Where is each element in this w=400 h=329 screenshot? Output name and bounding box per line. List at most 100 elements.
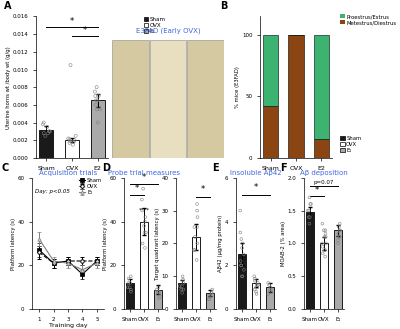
Point	[323, 241, 329, 246]
Point	[252, 287, 258, 292]
Point	[255, 280, 261, 286]
Point	[238, 263, 244, 268]
Point	[179, 274, 186, 279]
Point	[95, 93, 102, 99]
Title: Aβ deposition: Aβ deposition	[300, 170, 348, 176]
Point	[241, 267, 247, 272]
Bar	[263, 35, 278, 106]
Bar	[206, 293, 214, 309]
Point	[40, 120, 47, 125]
Point	[192, 247, 198, 253]
Title: Acquisition trials: Acquisition trials	[39, 170, 97, 176]
Point	[180, 277, 186, 282]
Bar	[91, 100, 105, 158]
Point	[46, 129, 52, 134]
Point	[179, 284, 185, 289]
Text: *: *	[135, 184, 139, 193]
Point	[254, 285, 260, 290]
Bar	[140, 221, 148, 309]
Point	[238, 258, 244, 264]
Point	[176, 284, 183, 289]
Point	[308, 201, 314, 207]
Point	[93, 98, 99, 103]
Bar	[288, 35, 304, 158]
Point	[194, 241, 200, 246]
Point	[156, 296, 162, 301]
Text: *: *	[254, 183, 258, 192]
Text: p=0.07: p=0.07	[314, 180, 334, 185]
Point	[208, 290, 215, 295]
Point	[44, 124, 50, 130]
Point	[267, 285, 274, 290]
Point	[40, 122, 46, 127]
Text: B: B	[220, 1, 228, 12]
Point	[140, 186, 146, 191]
Point	[127, 280, 134, 286]
Point	[266, 289, 273, 294]
Y-axis label: Platform latency (s): Platform latency (s)	[11, 217, 16, 269]
Text: E3FAD (Early OVX): E3FAD (Early OVX)	[136, 28, 200, 34]
Legend: Sham, OVX, E₂: Sham, OVX, E₂	[78, 178, 103, 195]
Point	[255, 283, 261, 288]
Point	[336, 234, 342, 240]
Point	[156, 289, 162, 294]
Point	[157, 293, 163, 299]
Point	[253, 289, 259, 294]
Point	[70, 142, 76, 147]
Point	[337, 228, 344, 233]
Y-axis label: Aβ42 (μg/mg protein): Aβ42 (μg/mg protein)	[218, 215, 224, 272]
FancyBboxPatch shape	[112, 40, 149, 159]
Point	[238, 263, 244, 268]
Text: ****: ****	[138, 208, 150, 213]
Point	[65, 136, 72, 141]
Point	[67, 63, 74, 68]
Point	[335, 241, 341, 246]
Point	[238, 237, 244, 242]
Bar	[252, 283, 260, 309]
Point	[125, 276, 132, 281]
Point	[92, 93, 98, 99]
Point	[269, 287, 275, 292]
Text: *: *	[83, 26, 87, 35]
Point	[237, 230, 244, 235]
Point	[322, 228, 328, 233]
Point	[178, 287, 184, 292]
Bar	[178, 283, 186, 309]
Point	[336, 221, 343, 226]
Text: C: C	[2, 163, 9, 173]
Bar	[266, 287, 274, 309]
Point	[191, 247, 197, 253]
Point	[208, 290, 215, 295]
Point	[179, 290, 185, 295]
Legend: Sham, OVX, E₂: Sham, OVX, E₂	[143, 16, 166, 34]
Point	[42, 133, 48, 139]
Point	[251, 274, 258, 279]
Point	[237, 208, 243, 213]
Point	[239, 274, 245, 279]
Point	[155, 285, 162, 290]
Y-axis label: Uterine horns wt /body wt (g/g): Uterine horns wt /body wt (g/g)	[6, 46, 11, 129]
Point	[322, 247, 328, 253]
Point	[194, 257, 200, 263]
Point	[336, 228, 342, 233]
Point	[265, 291, 272, 296]
Point	[47, 129, 53, 134]
Point	[142, 215, 148, 220]
Point	[253, 291, 260, 296]
Point	[319, 221, 326, 226]
Point	[126, 285, 133, 290]
Point	[66, 137, 73, 142]
Point	[306, 195, 313, 200]
Point	[336, 234, 343, 240]
Point	[319, 241, 325, 246]
Text: Day: p<0.05: Day: p<0.05	[35, 190, 70, 194]
Point	[139, 241, 146, 246]
Y-axis label: MOAB-2 (% area): MOAB-2 (% area)	[281, 221, 286, 266]
Point	[180, 280, 187, 286]
Point	[335, 231, 342, 236]
Point	[66, 140, 73, 145]
Point	[180, 287, 187, 292]
Point	[66, 139, 73, 144]
Point	[240, 252, 247, 257]
Point	[142, 245, 148, 250]
